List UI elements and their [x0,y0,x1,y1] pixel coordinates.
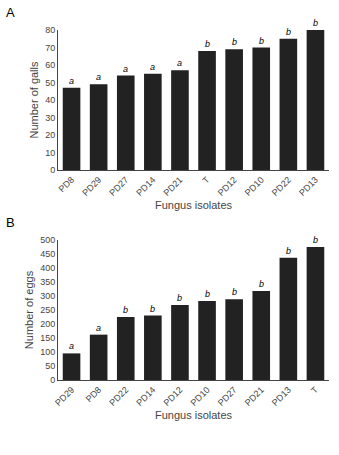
svg-text:PD8: PD8 [84,385,103,404]
svg-text:PD13: PD13 [270,385,293,408]
svg-text:Fungus isolates: Fungus isolates [155,409,233,421]
svg-text:PD21: PD21 [243,385,266,408]
svg-text:b: b [177,293,182,303]
svg-text:250: 250 [40,305,55,315]
svg-text:500: 500 [40,235,55,245]
svg-text:PD13: PD13 [297,175,320,198]
svg-text:Fungus isolates: Fungus isolates [155,199,233,211]
svg-text:b: b [259,279,264,289]
svg-text:b: b [259,36,264,46]
svg-text:a: a [123,64,128,74]
svg-text:PD21: PD21 [162,175,185,198]
svg-text:PD14: PD14 [134,385,157,408]
svg-text:a: a [177,58,182,68]
svg-text:PD27: PD27 [107,175,130,198]
svg-text:300: 300 [40,291,55,301]
svg-text:b: b [205,289,210,299]
svg-text:80: 80 [45,25,55,35]
svg-text:a: a [69,341,74,351]
svg-text:b: b [232,287,237,297]
svg-text:PD12: PD12 [216,175,239,198]
svg-text:PD29: PD29 [80,175,103,198]
svg-text:b: b [286,27,291,37]
svg-text:0: 0 [50,375,55,385]
svg-text:200: 200 [40,319,55,329]
svg-text:b: b [286,246,291,256]
svg-text:PD12: PD12 [162,385,185,408]
svg-text:Number of eggs: Number of eggs [23,270,35,349]
svg-text:a: a [96,323,101,333]
svg-text:50: 50 [45,78,55,88]
svg-text:100: 100 [40,347,55,357]
svg-text:T: T [309,384,320,395]
svg-text:A: A [6,5,15,20]
svg-text:PD22: PD22 [270,175,293,198]
svg-text:a: a [69,76,74,86]
svg-text:PD8: PD8 [57,175,76,194]
svg-text:400: 400 [40,263,55,273]
svg-text:B: B [6,215,15,230]
svg-text:PD27: PD27 [216,385,239,408]
svg-text:T: T [201,174,212,185]
svg-text:b: b [205,39,210,49]
svg-text:b: b [123,305,128,315]
svg-text:20: 20 [45,130,55,140]
svg-text:PD10: PD10 [243,175,266,198]
svg-text:150: 150 [40,333,55,343]
svg-text:30: 30 [45,113,55,123]
svg-text:PD22: PD22 [107,385,130,408]
svg-text:60: 60 [45,60,55,70]
svg-text:b: b [313,235,318,245]
svg-text:450: 450 [40,249,55,259]
svg-text:40: 40 [45,95,55,105]
svg-text:PD10: PD10 [189,385,212,408]
svg-text:b: b [313,18,318,28]
svg-text:0: 0 [50,165,55,175]
svg-text:10: 10 [45,148,55,158]
svg-text:PD29: PD29 [53,385,76,408]
svg-text:a: a [150,62,155,72]
svg-text:PD14: PD14 [134,175,157,198]
svg-text:a: a [96,72,101,82]
svg-text:50: 50 [45,361,55,371]
svg-text:70: 70 [45,43,55,53]
svg-text:b: b [232,37,237,47]
svg-text:b: b [150,304,155,314]
svg-text:350: 350 [40,277,55,287]
svg-text:Number of galls: Number of galls [28,61,40,139]
